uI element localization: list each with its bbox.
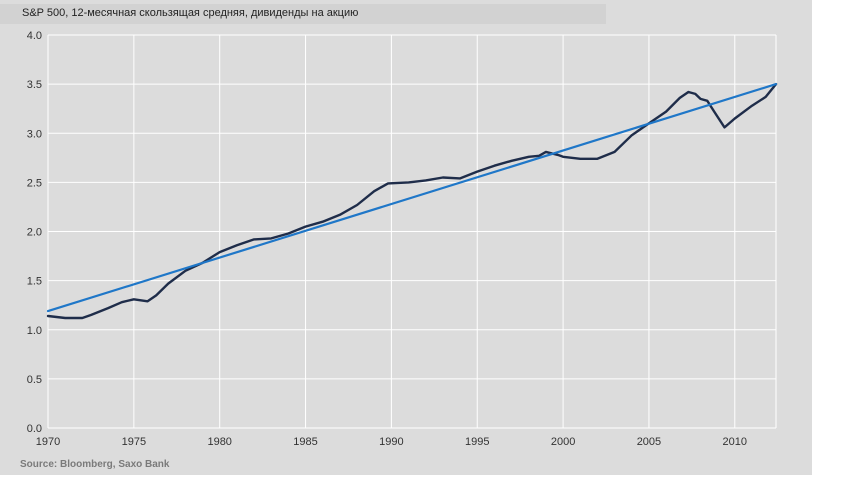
series-layer bbox=[46, 82, 778, 320]
x-tick-label: 1975 bbox=[122, 436, 146, 448]
x-axis-ticks: 1970 1975 1980 1985 1990 1995 2000 2005 2010 bbox=[36, 436, 747, 448]
y-axis-ticks: 0.0 0.5 1.0 1.5 2.0 2.5 3.0 3.5 4.0 bbox=[27, 30, 42, 435]
source-note: Source: Bloomberg, Saxo Bank bbox=[20, 459, 170, 470]
x-tick-label: 1970 bbox=[36, 436, 60, 448]
y-tick-label: 4.0 bbox=[27, 30, 42, 42]
y-tick-label: 0.0 bbox=[27, 423, 42, 435]
y-tick-label: 1.5 bbox=[27, 276, 42, 288]
x-tick-label: 1985 bbox=[293, 436, 317, 448]
y-tick-label: 3.5 bbox=[27, 79, 42, 91]
y-tick-label: 1.0 bbox=[27, 325, 42, 337]
title-bar bbox=[0, 4, 606, 24]
dividend-series-line bbox=[46, 82, 778, 320]
x-tick-label: 2005 bbox=[637, 436, 661, 448]
y-tick-label: 2.5 bbox=[27, 177, 42, 189]
chart-svg: 0.0 0.5 1.0 1.5 2.0 2.5 3.0 3.5 4.0 1970 1975 1980… bbox=[27, 30, 778, 448]
y-tick-label: 3.0 bbox=[27, 128, 42, 140]
x-tick-label: 1995 bbox=[465, 436, 489, 448]
x-tick-label: 1980 bbox=[207, 436, 231, 448]
y-tick-label: 2.0 bbox=[27, 227, 42, 239]
x-tick-label: 2000 bbox=[551, 436, 575, 448]
x-tick-label: 2010 bbox=[723, 436, 747, 448]
trend-line bbox=[46, 83, 778, 313]
y-tick-label: 0.5 bbox=[27, 374, 42, 386]
chart-panel: S&P 500, 12-месячная скользящая средняя,… bbox=[0, 0, 812, 475]
x-tick-label: 1990 bbox=[379, 436, 403, 448]
grid-layer bbox=[47, 34, 777, 429]
chart-title: S&P 500, 12-месячная скользящая средняя,… bbox=[22, 7, 359, 19]
